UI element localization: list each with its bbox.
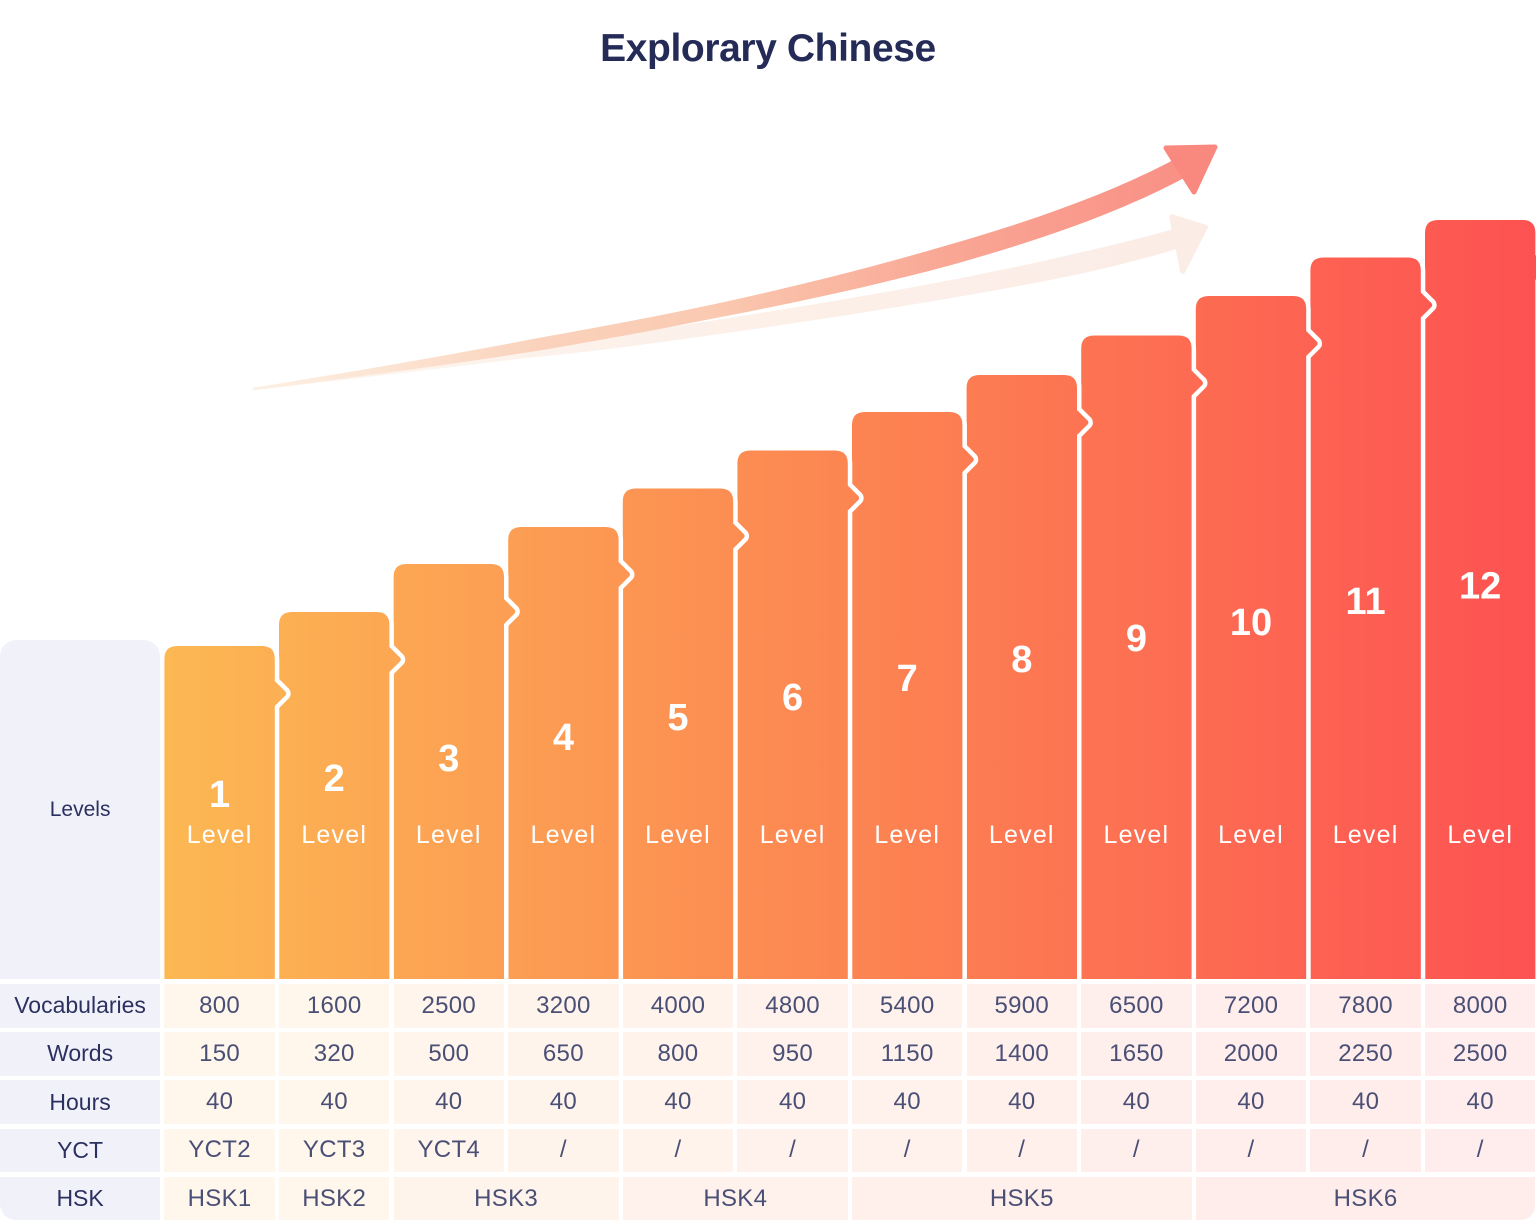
svg-text:Level: Level <box>187 821 253 849</box>
svg-text:Level: Level <box>416 821 482 849</box>
svg-text:3: 3 <box>438 738 459 780</box>
svg-text:12: 12 <box>1459 565 1501 607</box>
svg-text:Level: Level <box>760 821 826 849</box>
svg-text:8: 8 <box>1011 639 1032 681</box>
svg-text:Level: Level <box>531 821 597 849</box>
svg-text:Level: Level <box>989 821 1055 849</box>
svg-text:Level: Level <box>1447 821 1513 849</box>
svg-text:Level: Level <box>1218 821 1284 849</box>
svg-text:10: 10 <box>1230 602 1272 644</box>
svg-text:1: 1 <box>209 774 230 816</box>
svg-text:4: 4 <box>553 717 574 759</box>
svg-text:7: 7 <box>897 658 918 700</box>
svg-text:Level: Level <box>645 821 711 849</box>
svg-text:Level: Level <box>1333 821 1399 849</box>
svg-text:9: 9 <box>1126 618 1147 660</box>
svg-text:11: 11 <box>1346 581 1386 623</box>
svg-text:2: 2 <box>324 758 345 800</box>
svg-text:Level: Level <box>301 821 367 849</box>
svg-text:5: 5 <box>667 697 688 739</box>
svg-text:Level: Level <box>1104 821 1170 849</box>
svg-text:6: 6 <box>782 677 803 719</box>
svg-text:Level: Level <box>874 821 940 849</box>
